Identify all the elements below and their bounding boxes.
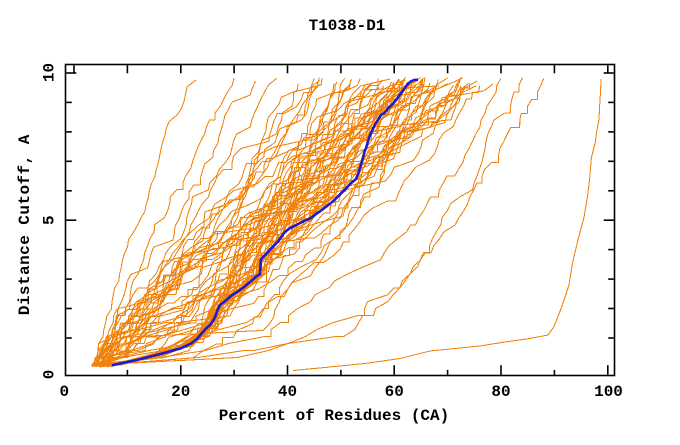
svg-text:Distance Cutoff, A: Distance Cutoff, A (16, 134, 34, 315)
svg-text:80: 80 (491, 383, 510, 401)
svg-text:10: 10 (41, 63, 59, 82)
svg-text:100: 100 (594, 383, 623, 401)
svg-text:0: 0 (59, 383, 69, 401)
svg-text:40: 40 (278, 383, 297, 401)
svg-text:20: 20 (171, 383, 190, 401)
svg-text:Percent of Residues (CA): Percent of Residues (CA) (219, 407, 449, 425)
svg-text:60: 60 (385, 383, 404, 401)
svg-text:0: 0 (41, 370, 59, 380)
svg-text:5: 5 (41, 215, 59, 225)
svg-text:T1038-D1: T1038-D1 (309, 17, 386, 35)
